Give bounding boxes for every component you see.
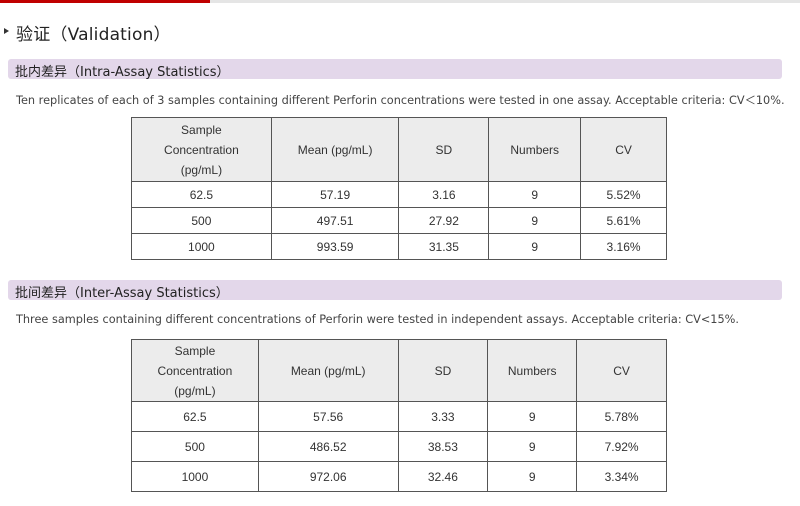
intra-assay-heading-bar: 批内差异（Intra-Assay Statistics） xyxy=(8,59,782,80)
bullet-arrow-icon xyxy=(4,28,9,34)
cell-numbers: 9 xyxy=(487,401,578,432)
header-mean: Mean (pg/mL) xyxy=(270,117,400,182)
cell-sd: 31.35 xyxy=(398,233,490,260)
table-header-row: Sample Concentration (pg/mL) Mean (pg/mL… xyxy=(131,339,667,402)
header-line: Sample xyxy=(181,122,222,137)
header-numbers: Numbers xyxy=(487,339,578,402)
header-line: Concentration xyxy=(164,142,239,157)
cell-cv: 7.92% xyxy=(576,431,667,462)
header-line: Concentration xyxy=(157,363,233,378)
cell-mean: 497.51 xyxy=(270,207,400,234)
header-sample-concentration: Sample Concentration (pg/mL) xyxy=(131,117,272,182)
cell-numbers: 9 xyxy=(487,461,578,492)
header-cv: CV xyxy=(576,339,667,402)
top-divider xyxy=(0,0,800,3)
cell-mean: 486.52 xyxy=(257,431,399,462)
cell-concentration: 62.5 xyxy=(131,401,259,432)
table-row: 500 486.52 38.53 9 7.92% xyxy=(131,431,667,462)
top-accent-line xyxy=(0,0,210,3)
header-line: Sample xyxy=(174,343,216,358)
cell-cv: 3.16% xyxy=(580,233,667,260)
table-row: 1000 993.59 31.35 9 3.16% xyxy=(131,233,667,260)
table-row: 62.5 57.19 3.16 9 5.52% xyxy=(131,181,667,208)
header-mean: Mean (pg/mL) xyxy=(257,339,399,402)
intra-assay-table: Sample Concentration (pg/mL) Mean (pg/mL… xyxy=(131,117,667,260)
cell-cv: 5.78% xyxy=(576,401,667,432)
cell-sd: 27.92 xyxy=(398,207,490,234)
cell-mean: 57.56 xyxy=(257,401,399,432)
intra-assay-heading: 批内差异（Intra-Assay Statistics） xyxy=(15,65,230,80)
cell-numbers: 9 xyxy=(488,181,582,208)
header-sd: SD xyxy=(397,339,489,402)
header-sd: SD xyxy=(398,117,490,182)
cell-concentration: 1000 xyxy=(131,461,259,492)
cell-cv: 5.61% xyxy=(580,207,667,234)
intra-assay-description: Ten replicates of each of 3 samples cont… xyxy=(16,94,785,107)
table-row: 1000 972.06 32.46 9 3.34% xyxy=(131,461,667,492)
cell-sd: 3.16 xyxy=(398,181,490,208)
table-row: 500 497.51 27.92 9 5.61% xyxy=(131,207,667,234)
cell-concentration: 1000 xyxy=(131,233,272,260)
header-line: (pg/mL) xyxy=(174,383,216,398)
inter-assay-table: Sample Concentration (pg/mL) Mean (pg/mL… xyxy=(131,339,667,492)
cell-numbers: 9 xyxy=(488,233,582,260)
cell-sd: 3.33 xyxy=(397,401,489,432)
inter-assay-heading-bar: 批间差异（Inter-Assay Statistics） xyxy=(8,280,782,301)
table-header-row: Sample Concentration (pg/mL) Mean (pg/mL… xyxy=(131,117,667,182)
page-title: 验证（Validation） xyxy=(16,25,171,45)
cell-cv: 3.34% xyxy=(576,461,667,492)
cell-concentration: 500 xyxy=(131,431,259,462)
cell-mean: 57.19 xyxy=(270,181,400,208)
header-cv: CV xyxy=(580,117,667,182)
inter-assay-description: Three samples containing different conce… xyxy=(16,313,740,326)
cell-mean: 972.06 xyxy=(257,461,399,492)
header-numbers: Numbers xyxy=(488,117,582,182)
cell-sd: 38.53 xyxy=(397,431,489,462)
cell-numbers: 9 xyxy=(487,431,578,462)
cell-sd: 32.46 xyxy=(397,461,489,492)
cell-numbers: 9 xyxy=(488,207,582,234)
cell-concentration: 62.5 xyxy=(131,181,272,208)
cell-mean: 993.59 xyxy=(270,233,400,260)
cell-cv: 5.52% xyxy=(580,181,667,208)
table-row: 62.5 57.56 3.33 9 5.78% xyxy=(131,401,667,432)
cell-concentration: 500 xyxy=(131,207,272,234)
header-line: (pg/mL) xyxy=(180,162,223,177)
header-sample-concentration: Sample Concentration (pg/mL) xyxy=(131,339,259,402)
inter-assay-heading: 批间差异（Inter-Assay Statistics） xyxy=(15,286,229,301)
